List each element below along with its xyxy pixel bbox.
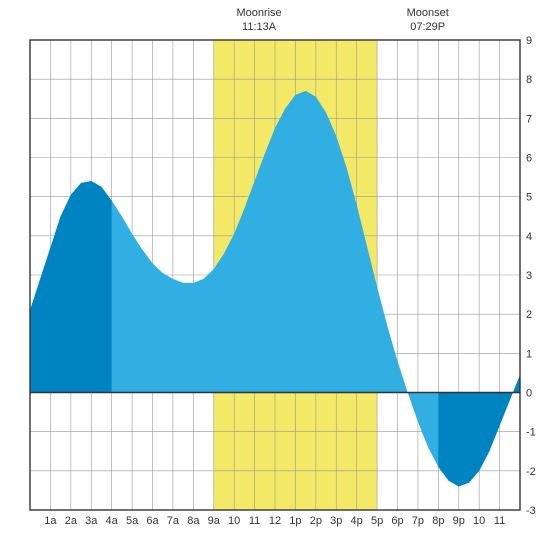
x-tick-label: 12 — [269, 515, 281, 527]
y-tick-label: 8 — [526, 74, 532, 86]
x-tick-label: 4a — [106, 515, 119, 527]
x-tick-label: 2p — [310, 515, 322, 527]
x-tick-label: 8p — [432, 515, 444, 527]
tide-chart: 1a2a3a4a5a6a7a8a9a1011121p2p3p4p5p6p7p8p… — [0, 0, 550, 550]
y-tick-label: 3 — [526, 270, 532, 282]
x-tick-label: 8a — [187, 515, 200, 527]
y-tick-label: 1 — [526, 348, 532, 360]
x-tick-label: 7a — [167, 515, 180, 527]
y-tick-label: 6 — [526, 153, 532, 165]
x-tick-label: 7p — [412, 515, 424, 527]
x-tick-label: 1p — [289, 515, 301, 527]
x-tick-label: 5a — [126, 515, 139, 527]
y-tick-label: 4 — [526, 231, 532, 243]
annotation-time: 11:13A — [242, 21, 277, 33]
x-tick-label: 6p — [391, 515, 403, 527]
y-tick-label: 0 — [526, 388, 532, 400]
annotation-label: Moonrise — [236, 7, 281, 19]
y-tick-label: -1 — [526, 427, 536, 439]
y-tick-label: 9 — [526, 35, 532, 47]
x-tick-label: 1a — [44, 515, 57, 527]
x-tick-label: 11 — [494, 515, 505, 527]
x-tick-label: 4p — [351, 515, 363, 527]
y-tick-label: 7 — [526, 113, 532, 125]
x-tick-label: 11 — [249, 515, 260, 527]
x-tick-label: 10 — [473, 515, 485, 527]
y-tick-label: 5 — [526, 192, 532, 204]
x-tick-label: 3p — [330, 515, 342, 527]
y-tick-label: -2 — [526, 466, 536, 478]
x-tick-label: 9p — [453, 515, 465, 527]
x-tick-label: 5p — [371, 515, 383, 527]
x-tick-label: 9a — [208, 515, 221, 527]
annotation-time: 07:29P — [410, 21, 445, 33]
y-tick-label: 2 — [526, 309, 532, 321]
x-tick-label: 2a — [65, 515, 78, 527]
annotation-label: Moonset — [407, 7, 449, 19]
x-tick-label: 10 — [228, 515, 240, 527]
x-tick-label: 6a — [146, 515, 159, 527]
y-tick-label: -3 — [526, 505, 536, 517]
x-tick-label: 3a — [85, 515, 98, 527]
